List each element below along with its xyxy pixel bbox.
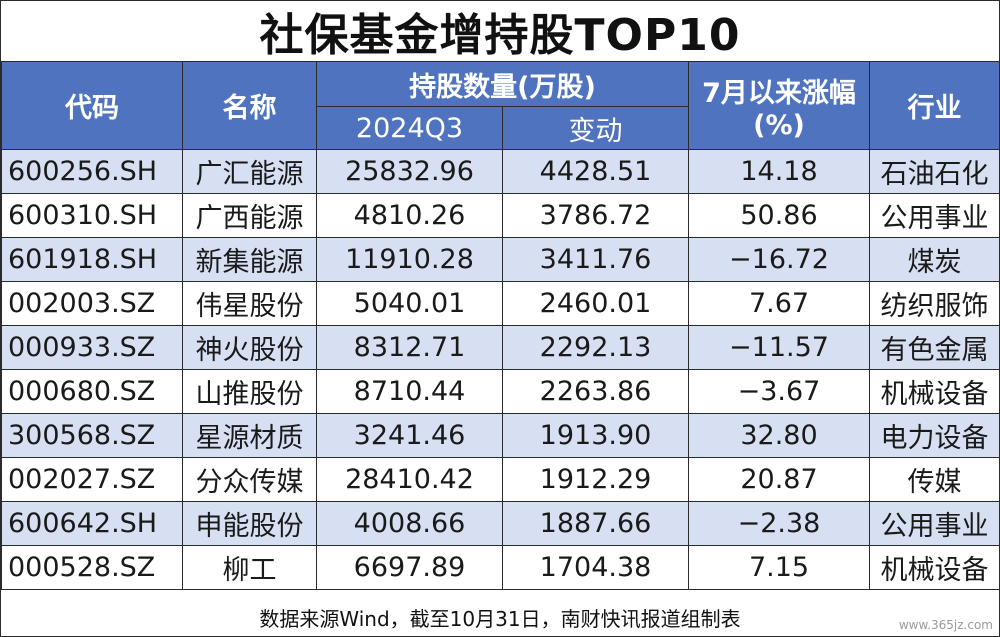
header-holdings: 持股数量(万股) <box>316 61 689 107</box>
cell-change: 4428.51 <box>502 149 689 194</box>
cell-rise: 7.67 <box>688 281 870 326</box>
cell-industry: 电力设备 <box>869 413 1000 458</box>
header-code: 代码 <box>1 61 183 150</box>
cell-rise: 32.80 <box>688 413 870 458</box>
cell-holding: 28410.42 <box>316 457 503 502</box>
cell-industry: 石油石化 <box>869 149 1000 194</box>
cell-code: 601918.SH <box>1 237 183 282</box>
cell-holding: 8312.71 <box>316 325 503 370</box>
cell-change: 1704.38 <box>502 545 689 590</box>
cell-code: 000680.SZ <box>1 369 183 414</box>
table-row: 600256.SH 广汇能源 25832.96 4428.51 14.18 石油… <box>1 149 1000 194</box>
cell-industry: 煤炭 <box>869 237 1000 282</box>
holdings-table: 代码 名称 持股数量(万股) 7月以来涨幅 (%) 行业 2024Q3 变动 6… <box>1 61 1000 590</box>
header-industry: 行业 <box>869 61 1000 150</box>
header-change: 变动 <box>502 106 689 150</box>
cell-rise: 14.18 <box>688 149 870 194</box>
header-name: 名称 <box>182 61 317 150</box>
cell-name: 伟星股份 <box>182 281 317 326</box>
cell-holding: 6697.89 <box>316 545 503 590</box>
cell-holding: 5040.01 <box>316 281 503 326</box>
cell-name: 新集能源 <box>182 237 317 282</box>
cell-holding: 4008.66 <box>316 501 503 546</box>
header-rise: 7月以来涨幅 (%) <box>688 61 870 150</box>
cell-code: 600642.SH <box>1 501 183 546</box>
table-row: 300568.SZ 星源材质 3241.46 1913.90 32.80 电力设… <box>1 413 1000 458</box>
cell-rise: 7.15 <box>688 545 870 590</box>
cell-name: 广汇能源 <box>182 149 317 194</box>
header-period: 2024Q3 <box>316 106 503 150</box>
cell-name: 分众传媒 <box>182 457 317 502</box>
cell-name: 广西能源 <box>182 193 317 238</box>
cell-industry: 机械设备 <box>869 369 1000 414</box>
cell-rise: 20.87 <box>688 457 870 502</box>
cell-name: 山推股份 <box>182 369 317 414</box>
cell-code: 300568.SZ <box>1 413 183 458</box>
cell-change: 1913.90 <box>502 413 689 458</box>
cell-rise: −3.67 <box>688 369 870 414</box>
cell-code: 600310.SH <box>1 193 183 238</box>
page-title: 社保基金增持股TOP10 <box>259 10 741 61</box>
cell-holding: 3241.46 <box>316 413 503 458</box>
cell-name: 星源材质 <box>182 413 317 458</box>
cell-industry: 纺织服饰 <box>869 281 1000 326</box>
cell-code: 002003.SZ <box>1 281 183 326</box>
cell-code: 002027.SZ <box>1 457 183 502</box>
cell-change: 2263.86 <box>502 369 689 414</box>
cell-holding: 11910.28 <box>316 237 503 282</box>
cell-holding: 25832.96 <box>316 149 503 194</box>
cell-change: 3786.72 <box>502 193 689 238</box>
table-row: 601918.SH 新集能源 11910.28 3411.76 −16.72 煤… <box>1 237 1000 282</box>
header-rise-line1: 7月以来涨幅 <box>702 77 856 109</box>
cell-change: 1887.66 <box>502 501 689 546</box>
header-rise-line2: (%) <box>753 109 805 141</box>
cell-rise: −2.38 <box>688 501 870 546</box>
table-row: 000933.SZ 神火股份 8312.71 2292.13 −11.57 有色… <box>1 325 1000 370</box>
cell-change: 3411.76 <box>502 237 689 282</box>
cell-industry: 公用事业 <box>869 501 1000 546</box>
cell-industry: 传媒 <box>869 457 1000 502</box>
cell-industry: 公用事业 <box>869 193 1000 238</box>
cell-name: 神火股份 <box>182 325 317 370</box>
cell-change: 2460.01 <box>502 281 689 326</box>
cell-code: 000528.SZ <box>1 545 183 590</box>
cell-code: 600256.SH <box>1 149 183 194</box>
table-row: 000528.SZ 柳工 6697.89 1704.38 7.15 机械设备 <box>1 545 1000 590</box>
cell-holding: 4810.26 <box>316 193 503 238</box>
cell-holding: 8710.44 <box>316 369 503 414</box>
cell-code: 000933.SZ <box>1 325 183 370</box>
cell-rise: 50.86 <box>688 193 870 238</box>
cell-industry: 有色金属 <box>869 325 1000 370</box>
cell-industry: 机械设备 <box>869 545 1000 590</box>
cell-name: 柳工 <box>182 545 317 590</box>
cell-change: 1912.29 <box>502 457 689 502</box>
source-note: 数据来源Wind，截至10月31日，南财快讯报道组制表 <box>259 606 741 631</box>
table-row: 002027.SZ 分众传媒 28410.42 1912.29 20.87 传媒 <box>1 457 1000 502</box>
table-row: 000680.SZ 山推股份 8710.44 2263.86 −3.67 机械设… <box>1 369 1000 414</box>
watermark: www.365jz.com <box>898 618 993 632</box>
cell-change: 2292.13 <box>502 325 689 370</box>
cell-rise: −11.57 <box>688 325 870 370</box>
table-row: 600310.SH 广西能源 4810.26 3786.72 50.86 公用事… <box>1 193 1000 238</box>
cell-rise: −16.72 <box>688 237 870 282</box>
table-row: 002003.SZ 伟星股份 5040.01 2460.01 7.67 纺织服饰 <box>1 281 1000 326</box>
cell-name: 申能股份 <box>182 501 317 546</box>
table-row: 600642.SH 申能股份 4008.66 1887.66 −2.38 公用事… <box>1 501 1000 546</box>
